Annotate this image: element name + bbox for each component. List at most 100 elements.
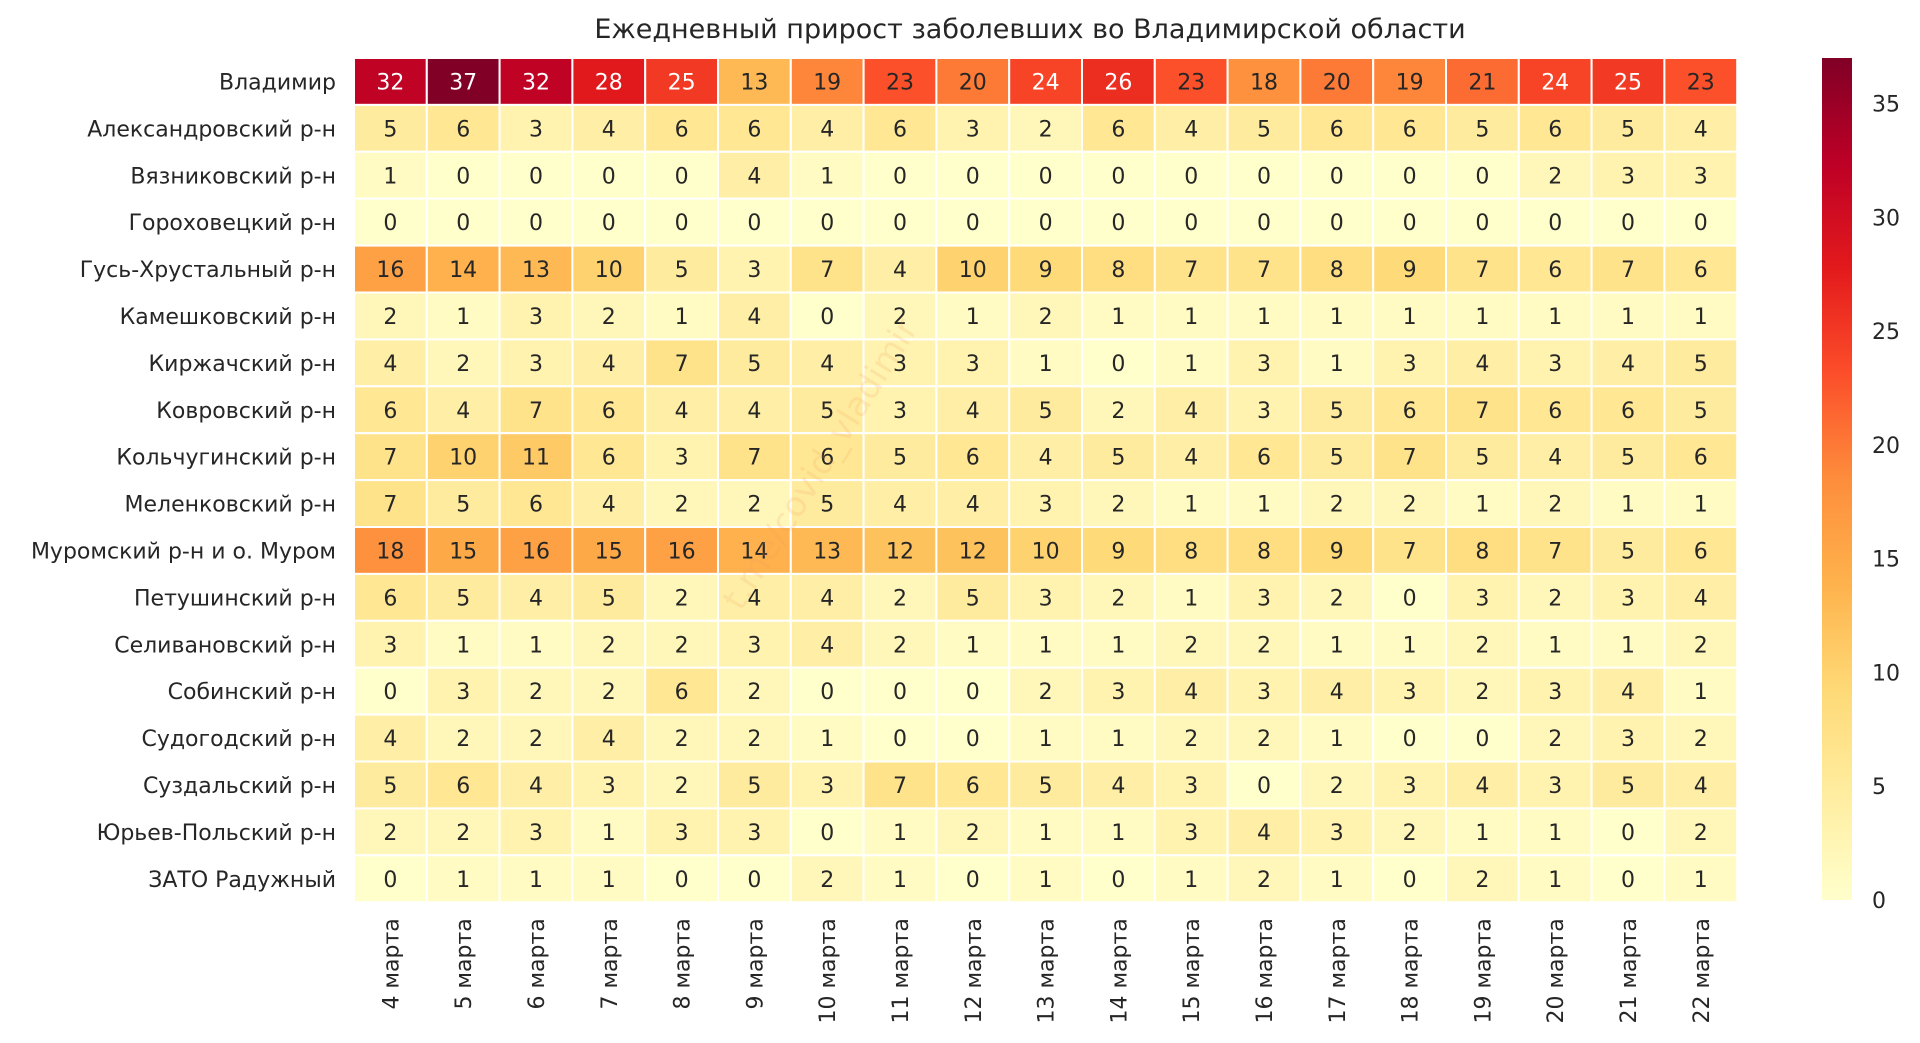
row-label: Петушинский р-н [134,586,336,611]
heatmap-cell [789,526,865,575]
heatmap-cell [717,338,792,388]
heatmap-cell [1663,244,1739,294]
cell-value-label: 5 [383,117,397,142]
cell-value-label: 2 [1694,727,1708,752]
cell-value-label: 3 [820,774,834,799]
cell-value-label: 12 [886,539,914,564]
cell-value-label: 1 [1548,633,1562,658]
heatmap-cell [1445,479,1520,529]
heatmap-cell [1590,666,1666,716]
cell-value-label: 9 [1111,539,1125,564]
heatmap-cell [498,244,574,294]
cell-value-label: 1 [893,821,907,846]
cell-value-label: 0 [1548,211,1562,236]
heatmap-cell [1517,150,1593,200]
heatmap-cell [717,713,792,763]
cell-value-label: 2 [1330,774,1344,799]
cell-value-label: 3 [529,117,543,142]
row-labels: Владимир Александровский р-н Вязниковский … [31,70,336,892]
cell-value-label: 23 [1177,70,1205,95]
heatmap-cell [644,526,720,575]
heatmap-cell [571,619,647,669]
cell-value-label: 0 [675,164,689,189]
heatmap-cell [1590,526,1666,575]
cell-value-label: 2 [747,493,761,518]
heatmap-cell [1590,479,1666,529]
cell-value-label: 0 [1257,211,1271,236]
cell-value-label: 1 [602,868,616,893]
heatmap-cell [1517,526,1593,575]
cell-value-label: 0 [675,868,689,893]
cell-value-label: 1 [456,633,470,658]
cell-value-label: 3 [1621,164,1635,189]
heatmap-cell [498,291,574,341]
heatmap-cell [935,197,1011,247]
cell-value-label: 7 [675,352,689,377]
cell-value-label: 1 [1330,633,1344,658]
cell-value-label: 1 [1475,493,1489,518]
cell-value-label: 20 [1323,70,1351,95]
cell-value-label: 2 [529,727,543,752]
cell-value-label: 7 [1403,446,1417,471]
cell-value-label: 3 [1621,727,1635,752]
cell-value-label: 4 [1111,774,1125,799]
cell-value-label: 2 [1548,493,1562,518]
cell-value-label: 5 [383,774,397,799]
cell-value-label: 4 [602,493,616,518]
heatmap-cell [717,807,792,857]
cell-value-label: 2 [1330,586,1344,611]
cell-value-label: 7 [1475,399,1489,424]
heatmap-cell [1590,807,1666,857]
heatmap-cell [571,666,647,716]
cell-value-label: 7 [893,774,907,799]
cell-value-label: 2 [675,586,689,611]
cell-value-label: 5 [1621,774,1635,799]
heatmap-cell [1008,103,1084,153]
cell-value-label: 0 [383,868,397,893]
cell-value-label: 7 [529,399,543,424]
cell-value-label: 4 [1694,117,1708,142]
heatmap-cell [862,432,938,482]
cell-value-label: 23 [1687,70,1715,95]
cell-value-label: 6 [893,117,907,142]
cell-value-label: 1 [1111,727,1125,752]
cell-value-label: 6 [1257,446,1271,471]
column-label: 21 марта [1617,918,1642,1023]
cell-value-label: 37 [449,70,477,95]
cell-value-label: 2 [1403,493,1417,518]
heatmap-cell [644,572,720,622]
heatmap-cell [1663,432,1739,482]
heatmap-cell [425,291,501,341]
cell-value-label: 15 [595,539,623,564]
heatmap-cell [935,526,1011,575]
heatmap-cell [1663,854,1739,904]
cell-value-label: 2 [1257,633,1271,658]
heatmap-cell [1590,760,1666,810]
cell-value-label: 1 [966,305,980,330]
cell-value-label: 1 [1621,305,1635,330]
heatmap-cell [1299,385,1375,435]
cell-value-label: 0 [966,164,980,189]
cell-value-label: 4 [1475,774,1489,799]
cell-value-label: 1 [893,868,907,893]
colorbar: 0 5 10 15 20 25 30 35 [1822,58,1900,914]
heatmap-cell [717,619,792,669]
cell-value-label: 7 [820,258,834,283]
cell-value-label: 4 [383,352,397,377]
heatmap-cell [862,619,938,669]
cell-value-label: 9 [1039,258,1053,283]
cell-value-label: 4 [456,399,470,424]
heatmap-cell [353,338,428,388]
row-label: Меленковский р-н [125,493,336,518]
cell-value-label: 3 [602,774,616,799]
cell-value-label: 2 [456,821,470,846]
row-label: Александровский р-н [87,117,336,142]
cell-value-label: 10 [595,258,623,283]
heatmap-cell [425,338,501,388]
cell-value-label: 2 [675,727,689,752]
heatmap-cell [1153,244,1229,294]
cell-value-label: 8 [1184,539,1198,564]
cell-value-label: 1 [1111,633,1125,658]
cell-value-label: 3 [1257,586,1271,611]
cell-value-label: 4 [529,774,543,799]
